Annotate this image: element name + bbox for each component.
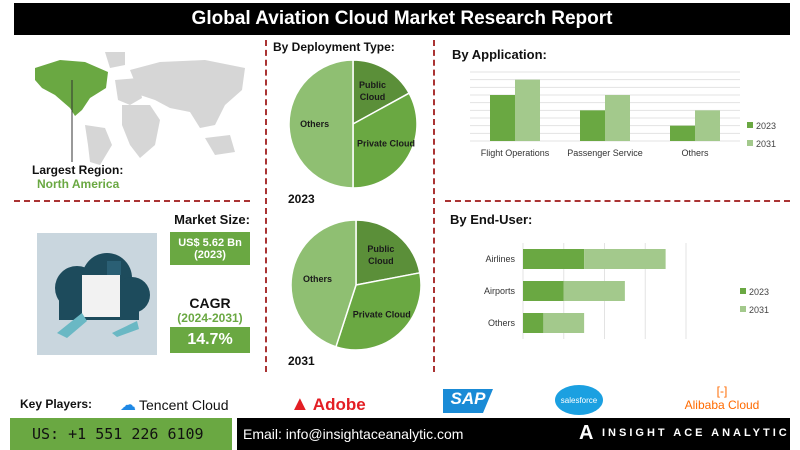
pie-label: Private Cloud	[353, 309, 411, 319]
cloud-illustration	[37, 233, 157, 355]
legend-swatch	[740, 306, 746, 312]
salesforce-logo: salesforce	[555, 385, 603, 415]
email-address[interactable]: Email: info@insightaceanalytic.com	[243, 426, 464, 442]
legend-swatch	[740, 288, 746, 294]
pie-2023-caption: 2023	[288, 192, 315, 206]
bar-2031	[584, 249, 666, 269]
category-label: Others	[681, 148, 709, 158]
pie-label: Public	[367, 244, 394, 254]
adobe-logo: ▲ Adobe	[290, 393, 366, 415]
largest-region-value: North America	[37, 177, 120, 191]
pie-slice-private-cloud	[352, 92, 418, 189]
market-size-year: (2023)	[194, 248, 226, 261]
divider	[445, 200, 790, 202]
bar-2023	[523, 313, 544, 333]
brand-icon: A	[579, 422, 594, 444]
bar-2023	[490, 95, 515, 141]
legend-swatch	[747, 122, 753, 128]
market-size-value: US$ 5.62 Bn	[178, 236, 242, 249]
bar-2023	[670, 125, 695, 141]
pie-label: Private Cloud	[357, 139, 415, 149]
bar-2031	[543, 313, 585, 333]
legend-label: 2031	[749, 305, 769, 315]
bar-2023	[580, 110, 605, 141]
alibaba-icon: [-]	[716, 384, 728, 398]
category-label: Passenger Service	[567, 148, 643, 158]
world-map	[35, 52, 245, 165]
pie-slice-others	[288, 59, 354, 189]
deployment-title: By Deployment Type:	[273, 40, 395, 54]
phone-number: US: +1 551 226 6109	[10, 418, 232, 450]
bar-2031	[563, 281, 625, 301]
cagr-period: (2024-2031)	[177, 311, 243, 325]
legend-swatch	[747, 140, 753, 146]
legend-label: 2023	[756, 121, 776, 131]
application-bar-chart: Flight Operations Passenger Service Others…	[470, 71, 776, 158]
pie-label: Public	[359, 80, 386, 90]
pie-slice-private-cloud	[334, 271, 422, 351]
category-label: Airlines	[485, 254, 515, 264]
legend-label: 2031	[756, 139, 776, 149]
pie-slice-others	[290, 219, 357, 348]
largest-region-label: Largest Region:	[32, 163, 124, 177]
category-label: Airports	[484, 286, 516, 296]
adobe-icon: ▲	[290, 393, 310, 415]
pie-slice-public-cloud	[355, 219, 421, 286]
footer-bar: Email: info@insightaceanalytic.com A INS…	[237, 418, 790, 450]
divider	[433, 40, 435, 372]
pie-label: Cloud	[360, 92, 386, 102]
pie-label: Others	[300, 119, 329, 129]
cagr-label: CAGR	[189, 295, 231, 311]
bar-2023	[523, 281, 564, 301]
end-user-bar-chart: Airlines Airports Others 2023 2031	[484, 243, 769, 339]
application-title: By Application:	[452, 47, 547, 62]
divider	[265, 40, 267, 372]
sap-logo: SAP	[443, 389, 493, 413]
alibaba-logo: [-] Alibaba Cloud	[682, 384, 762, 412]
divider	[14, 200, 250, 202]
tencent-cloud-icon: ☁	[120, 397, 136, 414]
key-players-label: Key Players:	[20, 397, 93, 411]
deployment-pie-charts: Public Cloud Private Cloud Others Public Clou…	[288, 59, 422, 351]
market-size-box: US$ 5.62 Bn (2023)	[170, 232, 250, 265]
bar-2023	[523, 249, 585, 269]
pie-label: Others	[303, 274, 332, 284]
cagr-value: 14.7%	[170, 327, 250, 353]
pie-2031-caption: 2031	[288, 354, 315, 368]
category-label: Others	[488, 318, 516, 328]
brand-name: INSIGHT ACE ANALYTIC	[602, 427, 790, 439]
market-size-label: Market Size:	[174, 212, 250, 227]
bar-2031	[605, 95, 630, 141]
bar-2031	[515, 79, 540, 141]
legend-label: 2023	[749, 287, 769, 297]
end-user-title: By End-User:	[450, 212, 533, 227]
tencent-logo: ☁ Tencent Cloud	[120, 397, 229, 414]
bar-2031	[695, 110, 720, 141]
category-label: Flight Operations	[481, 148, 550, 158]
pie-slice-public-cloud	[352, 59, 411, 126]
report-title: Global Aviation Cloud Market Research Re…	[14, 3, 790, 35]
pie-label: Cloud	[368, 256, 394, 266]
